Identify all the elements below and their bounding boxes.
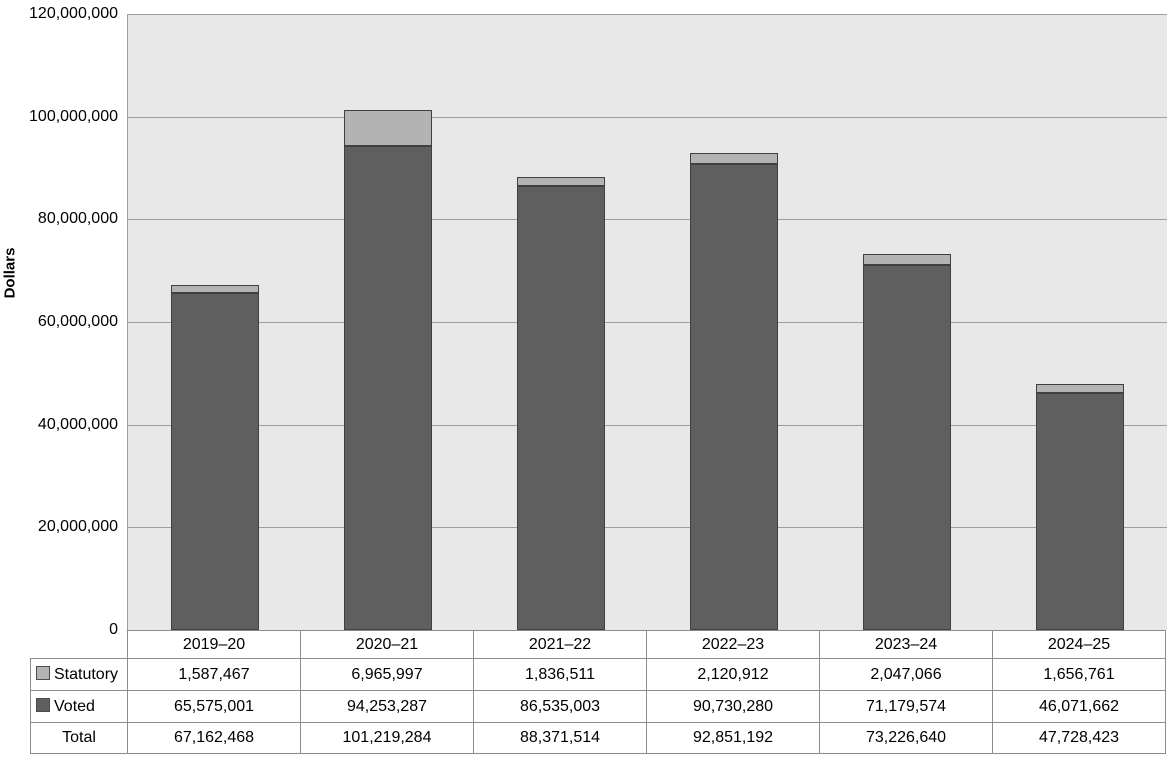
year-header-cell: 2020–21 (300, 630, 474, 659)
corner-blank-cell (31, 631, 128, 659)
year-header-cell: 2024–25 (992, 630, 1166, 659)
gridline (128, 424, 1167, 426)
bar-2022–23 (690, 153, 779, 630)
value-cell: 6,965,997 (300, 658, 474, 691)
gridline (128, 527, 1167, 529)
value-cell: 67,162,468 (127, 722, 301, 754)
bar-2023–24 (863, 254, 952, 630)
bar-segment-voted (170, 293, 259, 630)
value-cell: 73,226,640 (819, 722, 993, 754)
row-label-statutory: Statutory (30, 658, 128, 691)
year-header-cell: 2021–22 (473, 630, 647, 659)
y-axis-tick-label: 100,000,000 (29, 107, 118, 125)
value-cell: 101,219,284 (300, 722, 474, 754)
table-row-voted: Voted 65,575,001 94,253,287 86,535,003 90,73… (30, 690, 1166, 723)
value-cell: 2,047,066 (819, 658, 993, 691)
bar-segment-voted (343, 146, 432, 630)
data-table: 2019–20 2020–21 2021–22 2022–23 2023–24 2024–… (30, 630, 1166, 754)
row-label-total: Total (30, 722, 128, 754)
y-axis-tick-label: 0 (109, 621, 118, 638)
gridline (128, 14, 1167, 15)
value-cell: 1,656,761 (992, 658, 1166, 691)
value-cell: 2,120,912 (646, 658, 820, 691)
year-header-cell: 2022–23 (646, 630, 820, 659)
gridline (128, 219, 1167, 221)
bar-segment-voted (516, 186, 605, 630)
bar-segment-voted (690, 164, 779, 630)
value-cell: 92,851,192 (646, 722, 820, 754)
bar-2020–21 (343, 110, 432, 630)
year-header-cell: 2019–20 (127, 630, 301, 659)
gridline (128, 322, 1167, 323)
bar-segment-statutory (516, 177, 605, 186)
table-row-statutory: Statutory 1,587,467 6,965,997 1,836,511 2,12… (30, 658, 1166, 691)
value-cell: 47,728,423 (992, 722, 1166, 754)
y-axis-tick-label: 40,000,000 (37, 415, 118, 433)
value-cell: 65,575,001 (127, 690, 301, 723)
bar-segment-voted (1036, 393, 1125, 630)
y-axis-tick-label: 120,000,000 (29, 5, 118, 22)
bar-segment-statutory (1036, 384, 1125, 393)
row-label-voted: Voted (30, 690, 128, 723)
bar-2021–22 (516, 177, 605, 630)
value-cell: 88,371,514 (473, 722, 647, 754)
legend-swatch-voted (36, 697, 50, 712)
y-axis-tick-label: 60,000,000 (37, 313, 118, 330)
bar-segment-statutory (863, 254, 952, 265)
legend-swatch-statutory (36, 665, 50, 680)
year-header-cell: 2023–24 (819, 630, 993, 659)
value-cell: 71,179,574 (819, 690, 993, 723)
value-cell: 46,071,662 (992, 690, 1166, 723)
bar-2019–20 (170, 285, 259, 630)
value-cell: 86,535,003 (473, 690, 647, 723)
y-axis-tick-label: 20,000,000 (37, 518, 118, 536)
bar-segment-voted (863, 265, 952, 630)
year-header-row: 2019–20 2020–21 2021–22 2022–23 2023–24 2024–… (31, 630, 1166, 659)
bar-segment-statutory (690, 153, 779, 164)
value-cell: 94,253,287 (300, 690, 474, 723)
gridline (128, 116, 1167, 118)
value-cell: 1,836,511 (473, 658, 647, 691)
bar-segment-statutory (170, 285, 259, 293)
value-cell: 90,730,280 (646, 690, 820, 723)
plot-area (127, 14, 1167, 630)
bar-2024–25 (1036, 384, 1125, 630)
table-row-total: Total 67,162,468 101,219,284 88,371,514 92,8… (30, 722, 1166, 754)
y-axis-title: Dollars (1, 247, 19, 299)
value-cell: 1,587,467 (127, 658, 301, 691)
y-axis-tick-label: 80,000,000 (37, 210, 118, 228)
bar-segment-statutory (343, 110, 432, 146)
